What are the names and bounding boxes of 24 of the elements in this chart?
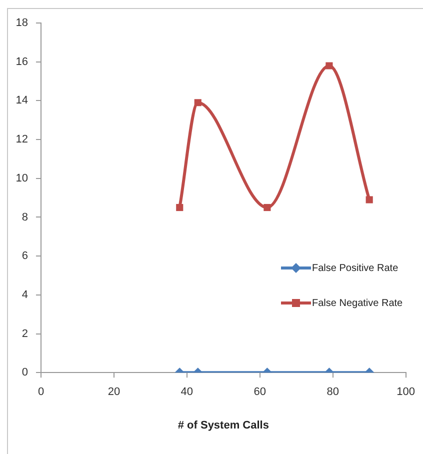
x-tick-label: 0 bbox=[38, 386, 44, 398]
point bbox=[366, 196, 373, 204]
x-tick-label: 20 bbox=[108, 386, 120, 398]
y-tick-label: 14 bbox=[16, 94, 28, 107]
y-tick-label: 18 bbox=[16, 17, 28, 30]
y-tick-label: 4 bbox=[22, 288, 28, 301]
point bbox=[264, 204, 271, 212]
y-tick-label: 2 bbox=[22, 328, 28, 340]
point bbox=[326, 62, 333, 70]
y-tick-label: 0 bbox=[22, 366, 28, 379]
y-tick-label: 6 bbox=[22, 250, 28, 262]
y-tick-label: 16 bbox=[16, 56, 28, 68]
x-tick-label: 60 bbox=[254, 386, 266, 398]
legend-label: False Positive Rate bbox=[312, 262, 398, 274]
legend-label: False Negative Rate bbox=[312, 298, 403, 308]
point bbox=[194, 99, 202, 106]
x-axis-title: # of System Calls bbox=[178, 419, 269, 432]
y-tick-label: 12 bbox=[16, 134, 28, 146]
y-tick-label: 8 bbox=[22, 211, 28, 224]
y-tick-label: 10 bbox=[16, 172, 28, 184]
x-tick-label: 100 bbox=[396, 386, 416, 398]
point bbox=[176, 204, 184, 212]
x-tick-label: 40 bbox=[180, 386, 194, 398]
x-tick-label: 80 bbox=[326, 386, 339, 398]
